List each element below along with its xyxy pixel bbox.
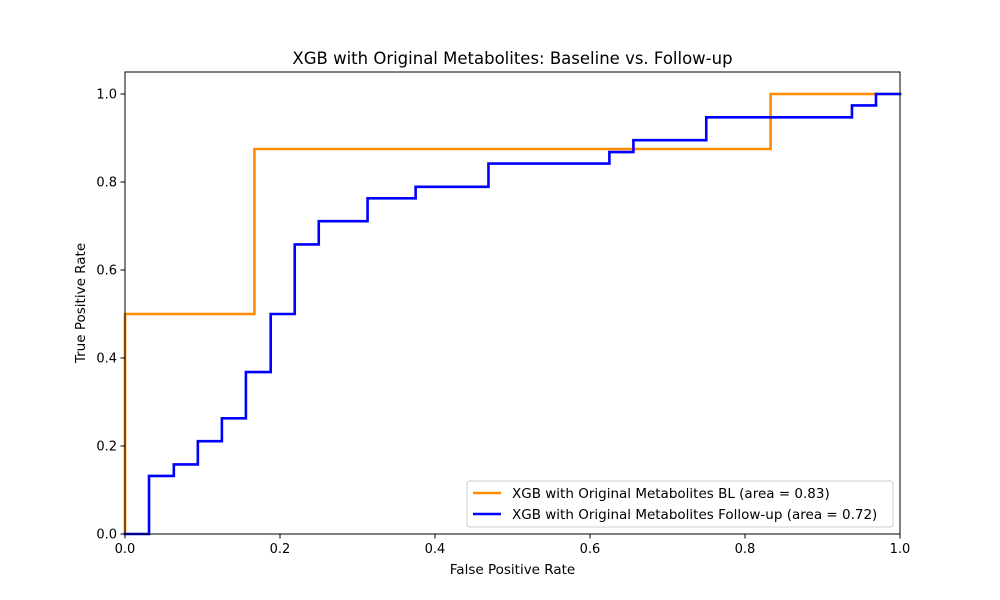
y-tick-label: 1.0 <box>96 88 117 103</box>
legend-label-1: XGB with Original Metabolites Follow-up … <box>512 507 877 523</box>
x-tick-label: 0.8 <box>735 542 756 557</box>
legend-label-0: XGB with Original Metabolites BL (area =… <box>512 486 830 502</box>
x-tick-label: 0.2 <box>270 542 291 557</box>
x-tick-label: 0.0 <box>115 542 136 557</box>
chart-title: XGB with Original Metabolites: Baseline … <box>292 49 732 68</box>
x-tick-label: 1.0 <box>890 542 911 557</box>
legend: XGB with Original Metabolites BL (area =… <box>466 480 894 528</box>
x-axis-label: False Positive Rate <box>450 562 575 578</box>
x-axis-ticks: 0.0 0.2 0.4 0.6 0.8 1.0 <box>115 534 911 557</box>
y-tick-label: 0.4 <box>96 352 117 367</box>
y-tick-label: 0.0 <box>96 528 117 543</box>
legend-box <box>466 480 894 528</box>
x-tick-label: 0.4 <box>425 542 446 557</box>
y-tick-label: 0.8 <box>96 176 117 191</box>
y-tick-label: 0.6 <box>96 264 117 279</box>
y-axis-label: True Positive Rate <box>73 243 89 364</box>
y-tick-label: 0.2 <box>96 440 117 455</box>
y-axis-ticks: 0.0 0.2 0.4 0.6 0.8 1.0 <box>96 88 125 543</box>
plot-frame <box>124 71 901 535</box>
x-tick-label: 0.6 <box>580 542 601 557</box>
series-line-1 <box>123 92 902 536</box>
